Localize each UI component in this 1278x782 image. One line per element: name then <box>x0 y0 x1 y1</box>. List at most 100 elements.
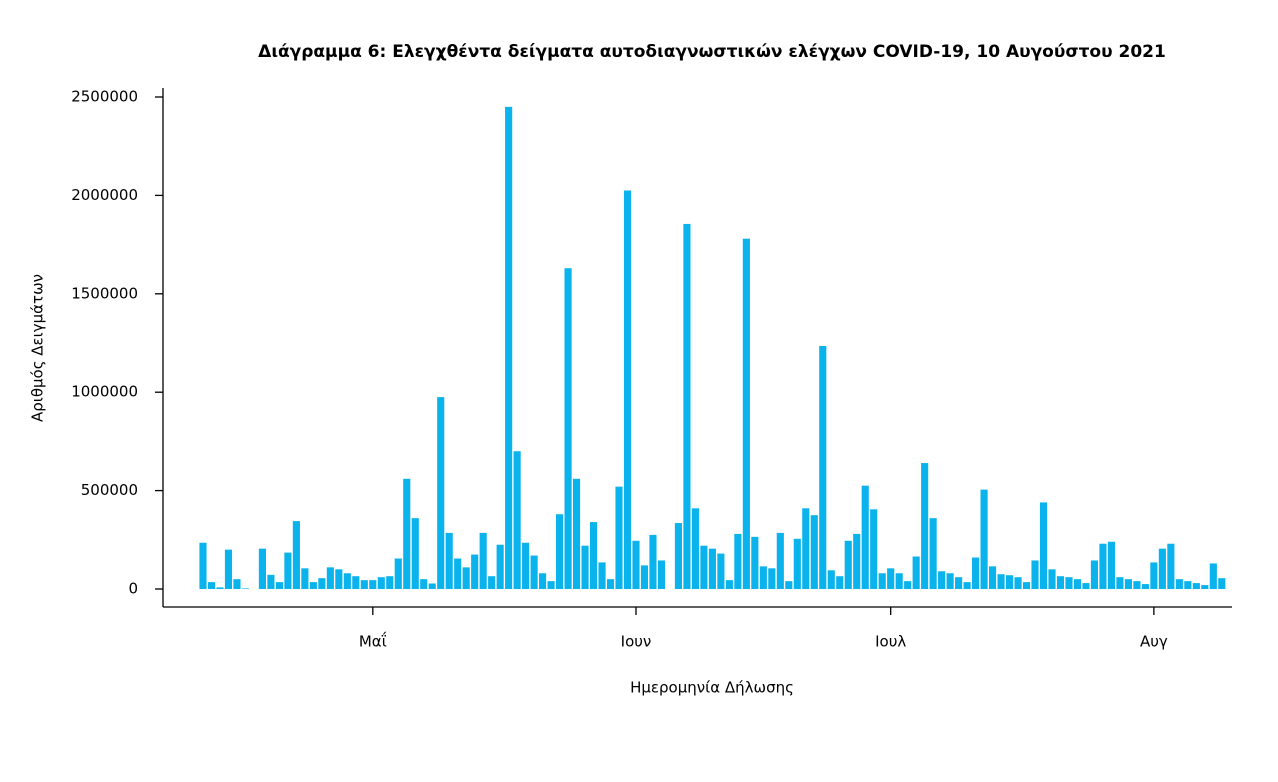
bar <box>513 451 521 589</box>
bar <box>1218 578 1226 589</box>
bar <box>683 223 691 589</box>
bar <box>844 540 852 589</box>
bar <box>912 556 920 589</box>
bar <box>1175 579 1183 589</box>
bar <box>1022 582 1031 589</box>
bar <box>505 106 513 589</box>
bar <box>309 582 317 589</box>
bar <box>530 555 538 589</box>
bar <box>717 553 725 589</box>
bar <box>1192 583 1200 589</box>
bar <box>793 538 801 589</box>
bar <box>386 576 394 589</box>
bar <box>589 522 598 589</box>
bar <box>556 514 564 589</box>
bar <box>275 582 283 589</box>
bar <box>224 549 233 589</box>
bar <box>488 576 496 589</box>
bar <box>836 576 844 589</box>
bar <box>292 521 300 589</box>
bar <box>462 567 470 589</box>
bar <box>997 574 1005 589</box>
bar <box>810 515 818 589</box>
bar <box>759 566 767 589</box>
bar <box>674 523 683 589</box>
bar <box>785 581 793 589</box>
bar <box>742 238 750 590</box>
bar <box>1116 577 1124 589</box>
bar <box>751 536 759 589</box>
x-tick-label: Μαΐ <box>359 631 387 651</box>
bar <box>776 532 784 589</box>
bar <box>394 558 402 589</box>
bar <box>496 544 504 589</box>
y-tick-label: 500000 <box>81 481 138 499</box>
bar <box>360 580 368 589</box>
bar <box>955 577 963 589</box>
bar <box>547 581 555 589</box>
bar <box>1031 560 1039 589</box>
bar <box>1184 581 1192 589</box>
bar <box>691 508 699 589</box>
bar <box>437 397 445 589</box>
bar <box>420 579 428 589</box>
bar <box>216 587 224 589</box>
bar <box>377 577 385 589</box>
bar <box>972 557 980 589</box>
bar <box>1133 581 1141 589</box>
bar <box>572 478 581 589</box>
bar <box>878 573 886 589</box>
bar <box>1124 579 1132 589</box>
y-tick-label: 1000000 <box>71 383 138 401</box>
bar <box>1201 585 1209 589</box>
bar <box>708 548 716 589</box>
bar <box>725 580 733 589</box>
bar <box>445 532 453 589</box>
bar <box>301 568 309 589</box>
bar <box>904 581 912 589</box>
bar <box>632 540 640 589</box>
bar <box>921 463 929 589</box>
bar <box>615 486 623 589</box>
bar <box>199 542 207 589</box>
bar <box>258 548 266 589</box>
bar <box>870 509 878 589</box>
bar <box>454 558 462 589</box>
bar <box>1082 583 1090 589</box>
bar <box>606 579 615 589</box>
y-tick-label: 2500000 <box>71 88 138 106</box>
bar <box>980 489 988 589</box>
bar <box>853 533 861 589</box>
bar <box>819 345 827 589</box>
bar <box>428 583 436 589</box>
bar <box>233 579 241 589</box>
bar <box>343 573 351 589</box>
bar <box>335 569 343 589</box>
y-tick-label: 0 <box>128 580 138 598</box>
bar <box>564 268 572 589</box>
bar <box>411 518 419 589</box>
bar <box>887 568 895 589</box>
bar <box>539 573 547 589</box>
bar <box>1107 541 1115 589</box>
bar <box>1150 562 1158 589</box>
bar <box>403 478 411 589</box>
bar <box>963 582 971 589</box>
bar <box>1048 569 1056 589</box>
bar <box>369 580 377 589</box>
bar <box>1014 577 1022 589</box>
bar <box>649 534 657 589</box>
bar <box>802 508 810 589</box>
bar <box>734 533 742 589</box>
bar <box>1099 543 1107 589</box>
bar <box>1065 577 1073 589</box>
bar <box>938 571 946 589</box>
bar <box>861 485 869 589</box>
bar <box>471 554 479 589</box>
x-axis-label: Ημερομηνία Δήλωσης <box>630 679 794 697</box>
x-tick-label: Ιουν <box>621 633 652 651</box>
bar <box>267 574 275 589</box>
y-tick-label: 2000000 <box>71 186 138 204</box>
bar <box>207 582 216 589</box>
